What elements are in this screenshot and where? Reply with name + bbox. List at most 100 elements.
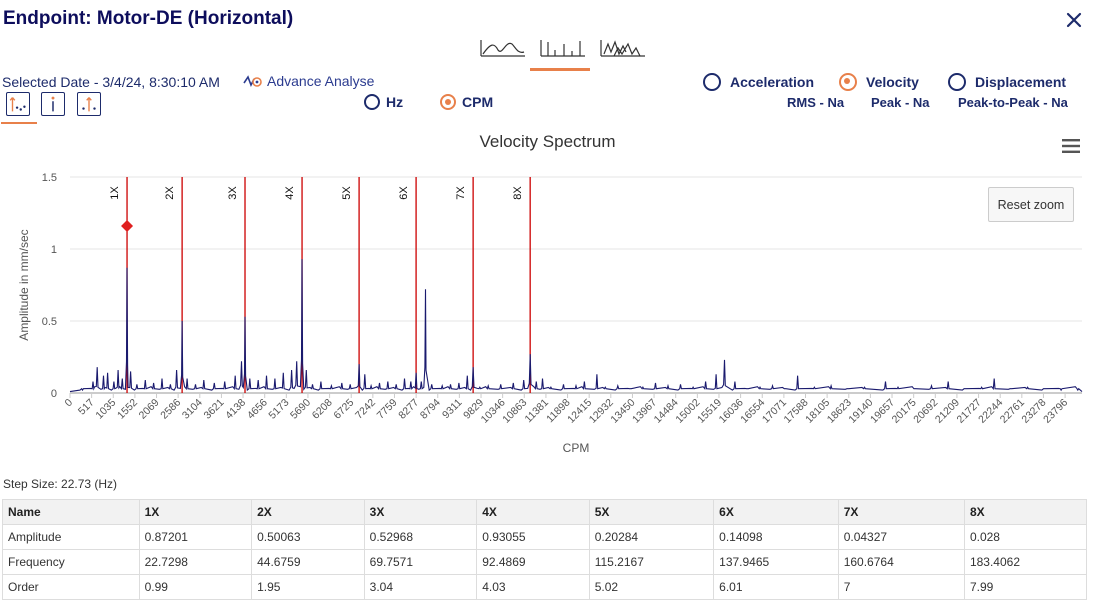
x-tick-label: 1035	[93, 397, 118, 422]
table-cell: 0.14098	[713, 524, 839, 550]
table-cell: Amplitude	[2, 524, 140, 550]
table-cell: Order	[2, 574, 140, 600]
x-tick-label: 8794	[418, 397, 443, 422]
table-cell: 69.7571	[363, 549, 478, 575]
velocity-radio[interactable]: Velocity	[839, 73, 919, 91]
radio-acceleration-icon	[703, 73, 721, 91]
x-tick-label: 10863	[500, 397, 529, 426]
table-header-cell: 2X	[251, 499, 365, 525]
x-axis-title: CPM	[563, 441, 590, 455]
table-header-cell: 6X	[713, 499, 839, 525]
unit-cpm-label: CPM	[462, 94, 494, 110]
y-tick-label: 1	[51, 244, 57, 256]
table-cell: 0.93055	[476, 524, 590, 550]
x-tick-label: 11381	[522, 397, 551, 426]
table-row: Frequency 22.7298 44.6759 69.7571 92.4869 115…	[2, 549, 1088, 575]
hamburger-menu-icon[interactable]	[1062, 139, 1080, 153]
table-cell: 0.04327	[837, 524, 965, 550]
x-tick-label: 5690	[288, 397, 313, 422]
close-icon[interactable]	[1062, 8, 1086, 32]
table-row: Amplitude 0.87201 0.50063 0.52968 0.93055 0.2…	[2, 524, 1088, 550]
x-tick-label: 3104	[180, 397, 205, 422]
x-tick-label: 6208	[310, 397, 335, 422]
harmonic-label: 5X	[341, 186, 353, 200]
x-tick-label: 3621	[202, 397, 227, 422]
table-cell: 160.6764	[837, 549, 965, 575]
waveform-icon[interactable]	[478, 36, 528, 62]
table-cell: 7.99	[963, 574, 1088, 600]
info-cursor-icon[interactable]	[41, 92, 65, 116]
harmonic-label: 6X	[398, 186, 410, 200]
tool-indicator	[1, 122, 37, 124]
rms-value: RMS - Na	[787, 95, 845, 110]
x-tick-label: 4138	[223, 397, 248, 422]
table-cell: 3.04	[363, 574, 478, 600]
table-cell: 183.4062	[963, 549, 1088, 575]
velocity-label: Velocity	[866, 74, 919, 90]
x-tick-label: 23796	[1041, 397, 1070, 426]
table-cell: 0.52968	[363, 524, 478, 550]
table-header-cell: 4X	[476, 499, 590, 525]
harmonic-label: 2X	[164, 186, 176, 200]
y-tick-label: 0.5	[42, 316, 57, 328]
x-tick-label: 4656	[245, 397, 270, 422]
table-header-cell: 3X	[363, 499, 478, 525]
view-tabs	[478, 36, 648, 72]
x-tick-label: 7242	[353, 397, 378, 422]
harmonic-label: 7X	[455, 186, 467, 200]
peak-marker	[121, 219, 134, 232]
table-header-cell: 5X	[588, 499, 715, 525]
harmonic-label: 1X	[109, 186, 121, 200]
displacement-radio[interactable]: Displacement	[948, 73, 1066, 91]
table-header-cell: Name	[2, 499, 140, 525]
unit-hz-radio[interactable]: Hz	[364, 94, 403, 110]
table-header-cell: 8X	[963, 499, 1088, 525]
reset-zoom-button[interactable]: Reset zoom	[988, 187, 1074, 222]
x-tick-label: 8277	[396, 397, 421, 422]
table-cell: 5.02	[588, 574, 715, 600]
radio-cpm-icon	[440, 94, 456, 110]
table-cell: 22.7298	[138, 549, 253, 575]
table-cell: 0.50063	[251, 524, 365, 550]
advance-analyse-link[interactable]: Advance Analyse	[243, 73, 374, 89]
table-cell: 44.6759	[251, 549, 365, 575]
acceleration-radio[interactable]: Acceleration	[703, 73, 814, 91]
x-tick-label: 6725	[331, 397, 356, 422]
table-cell: 137.9465	[713, 549, 839, 575]
x-tick-label: 9311	[440, 397, 465, 422]
table-cell: 92.4869	[476, 549, 590, 575]
peak-marker-icon[interactable]	[6, 92, 30, 116]
spectrum-series-line	[69, 259, 1083, 393]
table-cell: 1.95	[251, 574, 365, 600]
table-cell: Frequency	[2, 549, 140, 575]
harmonic-cursor-icon[interactable]	[77, 92, 101, 116]
analyse-icon	[243, 75, 262, 87]
acceleration-label: Acceleration	[730, 74, 815, 90]
harmonic-label: 8X	[512, 186, 524, 200]
spectrum-icon[interactable]	[538, 36, 588, 62]
x-tick-label: 5173	[266, 397, 291, 422]
table-header-cell: 7X	[837, 499, 965, 525]
window-title: Endpoint: Motor-DE (Horizontal)	[3, 8, 294, 29]
y-axis-title: Amplitude in mm/sec	[17, 229, 31, 340]
radio-displacement-icon	[948, 73, 966, 91]
table-cell: 6.01	[713, 574, 839, 600]
advance-analyse-label: Advance Analyse	[267, 73, 375, 89]
table-cell: 115.2167	[588, 549, 715, 575]
table-cell: 4.03	[476, 574, 590, 600]
radio-velocity-icon	[839, 73, 857, 91]
x-tick-label: 2586	[158, 397, 183, 422]
table-body: Amplitude 0.87201 0.50063 0.52968 0.93055 0.2…	[2, 524, 1088, 600]
displacement-label: Displacement	[975, 74, 1067, 90]
table-row: Order 0.99 1.95 3.04 4.03 5.02 6.01 7 7.99	[2, 574, 1088, 600]
x-tick-label: 7759	[375, 397, 400, 422]
unit-cpm-radio[interactable]: CPM	[440, 94, 493, 110]
table-cell: 0.87201	[138, 524, 253, 550]
table-cell: 0.99	[138, 574, 253, 600]
table-cell: 7	[837, 574, 965, 600]
harmonic-label: 3X	[227, 186, 239, 200]
waterfall-icon[interactable]	[598, 36, 648, 62]
peak-value: Peak - Na	[871, 95, 930, 110]
y-tick-label: 0	[51, 388, 57, 400]
